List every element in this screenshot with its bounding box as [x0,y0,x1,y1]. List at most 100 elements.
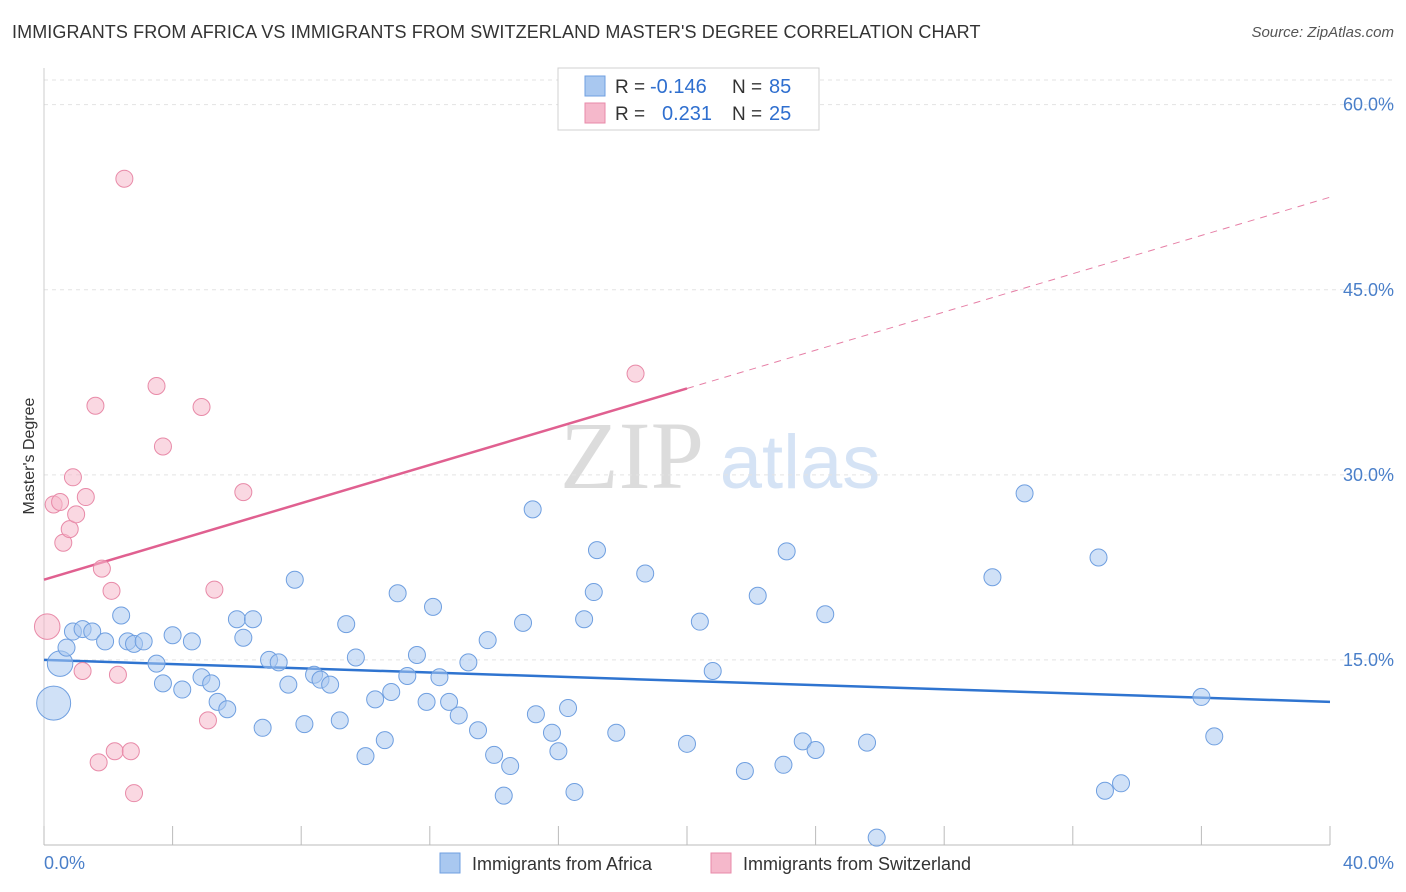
point-s0-5 [83,622,102,641]
y-axis-title: Master's Degree [21,397,38,514]
point-s0-6 [96,632,115,651]
point-s0-2 [57,638,76,657]
point-s0-12 [153,674,172,693]
series-legend-swatch-switzerland [710,852,732,874]
point-s0-65 [678,734,696,753]
point-s0-78 [1015,484,1034,503]
point-s0-58 [559,699,578,718]
point-s0-64 [636,564,655,583]
series-legend: Immigrants from Africa Immigrants from S… [439,852,971,874]
point-s0-38 [382,683,401,701]
point-s0-45 [440,692,459,711]
legend-n-value-switzerland: 25 [769,103,791,125]
point-s0-26 [279,675,298,694]
point-s0-37 [375,731,394,750]
point-s0-22 [243,610,262,629]
point-s1-19 [153,437,172,456]
point-s0-23 [253,718,272,737]
point-s0-67 [703,662,722,681]
legend-swatch-africa [584,75,606,97]
point-s0-62 [587,541,606,560]
point-s0-56 [542,723,561,742]
point-s0-63 [607,723,626,742]
point-s0-32 [330,711,349,730]
point-s0-79 [1089,548,1108,567]
point-s0-41 [407,645,426,664]
point-s1-2 [51,492,70,511]
point-s0-80 [1095,781,1114,800]
point-s1-18 [147,377,166,395]
point-s0-17 [202,674,221,693]
legend-swatch-switzerland [584,102,606,124]
y-tick-label-2: 45.0% [1343,280,1394,300]
point-s0-54 [523,500,542,519]
point-s0-73 [806,740,825,759]
point-s0-34 [346,648,365,667]
point-s0-68 [735,761,754,780]
point-s1-4 [60,520,79,539]
point-s1-7 [76,488,95,507]
point-s1-0 [33,613,61,640]
point-s0-46 [449,706,468,725]
point-s1-24 [626,364,645,383]
stats-legend: R = -0.146 N = 85 R = 0.231 N = 25 [557,67,820,131]
point-s0-10 [134,632,153,651]
point-s0-48 [469,721,488,740]
y-tick-label-3: 60.0% [1343,95,1394,115]
point-s0-21 [234,628,253,647]
axes [43,68,1331,846]
point-s0-0 [36,685,72,721]
point-s1-14 [108,665,127,684]
point-s0-7 [112,606,131,625]
trend-line-1 [43,387,688,581]
point-s0-66 [690,612,709,631]
point-s0-55 [526,705,545,724]
point-s1-22 [205,580,224,599]
point-s0-47 [459,653,478,672]
point-s1-5 [63,468,82,487]
point-s0-27 [285,570,304,589]
point-s0-20 [227,610,246,629]
grid-lines [44,79,1394,661]
watermark-zip: ZIP [560,402,704,509]
point-s0-13 [163,626,182,645]
point-s0-72 [793,732,812,751]
point-s0-42 [417,692,436,711]
point-s1-13 [105,742,124,761]
point-s1-11 [89,753,108,772]
point-s0-59 [565,782,584,801]
point-s1-6 [67,505,86,524]
trend-line-ext-1 [686,196,1331,389]
point-s0-51 [494,786,513,805]
legend-r-label-africa: R = [615,77,645,98]
point-s1-16 [121,742,140,761]
point-s0-25 [269,653,288,672]
point-s0-40 [398,666,417,685]
legend-n-label-switzerland: N = [732,104,762,125]
x-tick-label-min: 0.0% [44,853,85,873]
point-s0-49 [478,631,497,650]
y-tick-label-1: 30.0% [1343,465,1394,485]
x-tick-label-max: 40.0% [1343,853,1394,873]
legend-n-value-africa: 85 [769,76,791,98]
point-s0-74 [816,605,835,624]
series-legend-label-switzerland: Immigrants from Switzerland [743,854,971,874]
point-s0-43 [424,597,443,616]
legend-r-label-switzerland: R = [615,104,645,125]
point-s0-70 [774,755,793,774]
point-s0-75 [858,733,877,752]
point-s0-82 [1192,687,1211,706]
point-s1-20 [192,397,211,416]
point-s1-17 [125,784,144,803]
trend-lines [43,196,1331,704]
legend-r-value-africa: -0.146 [650,76,707,98]
series-legend-label-africa: Immigrants from Africa [472,854,653,874]
point-s0-33 [337,615,356,634]
point-s1-12 [102,581,121,600]
point-s0-11 [147,654,166,673]
point-s0-60 [575,610,594,629]
point-s0-14 [173,680,192,699]
point-s0-44 [430,668,449,687]
point-s0-36 [366,690,385,709]
